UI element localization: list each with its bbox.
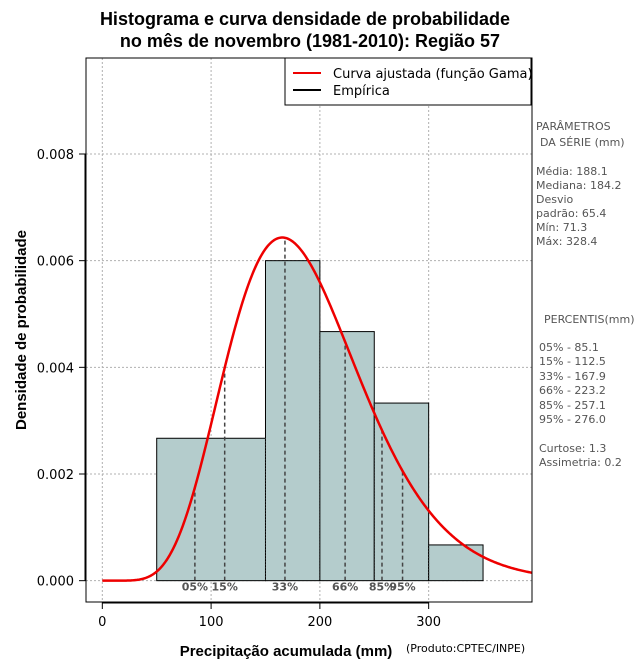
stat-media: Média: 188.1 [536,165,608,178]
y-axis-label: Densidade de probabilidade [13,230,30,430]
stat-mediana: Mediana: 184.2 [536,179,621,192]
percentil-33: 33% - 167.9 [539,370,606,383]
percentil-15: 15% - 112.5 [539,355,606,368]
stat-min: Mín: 71.3 [536,221,587,234]
stat-max: Máx: 328.4 [536,235,597,248]
fitted-curve [102,236,533,582]
histogram-bar [319,331,375,582]
y-tick-label: 0.000 [37,575,74,590]
params-title-line1: PARÂMETROS [536,120,611,133]
legend-box [284,57,532,106]
x-tick-label: 200 [307,615,332,630]
histogram-bar [428,544,484,582]
gamma-curve [102,236,533,582]
stat-desvio-line2: padrão: 65.4 [536,207,606,220]
percentile-labels: 05% 15% 33% 66% 85%95% [182,581,416,594]
percentil-05: 05% - 85.1 [539,341,599,354]
histogram-bar [264,260,321,582]
percentil-95: 95% - 276.0 [539,413,606,426]
x-tick-label: 0 [98,615,106,630]
stat-curtose: Curtose: 1.3 [539,442,606,455]
stat-desvio-line1: Desvio [536,193,574,206]
x-axis: 0 100 200 300 [98,602,441,630]
statistics-panel: PARÂMETROS DA SÉRIE (mm) Média: 188.1 Me… [536,120,635,469]
legend: Curva ajustada (função Gama) Empírica [284,57,533,106]
percentis-title: PERCENTIS(mm) [544,313,635,326]
histogram-bars [156,260,484,582]
credit-text: (Produto:CPTEC/INPE) [406,642,525,655]
chart-title-line1: Histograma e curva densidade de probabil… [100,9,510,29]
x-axis-label: Precipitação acumulada (mm) [180,643,393,660]
percentile-lines [194,237,404,581]
percentile-label: 95% [389,581,415,594]
histogram-bar [156,437,266,582]
chart-title-line2: no mês de novembro (1981-2010): Região 5… [120,31,500,51]
y-tick-label: 0.004 [37,361,74,376]
x-tick-label: 100 [199,615,224,630]
x-tick-label: 300 [416,615,441,630]
percentile-label: 15% [212,581,238,594]
percentile-label: 85% [369,581,395,594]
y-axis: 0.000 0.002 0.004 0.006 0.008 [37,148,86,590]
params-title-line2: DA SÉRIE (mm) [540,136,625,149]
percentil-85: 85% - 257.1 [539,399,606,412]
stat-assimetria: Assimetria: 0.2 [539,456,622,469]
y-tick-label: 0.002 [37,468,74,483]
y-tick-label: 0.006 [37,255,74,270]
percentile-label: 05% [182,581,208,594]
y-tick-label: 0.008 [37,148,74,163]
legend-curve-label: Curva ajustada (função Gama) [333,67,533,82]
percentil-66: 66% - 223.2 [539,384,606,397]
percentile-label: 66% [332,581,358,594]
legend-empirical-label: Empírica [333,84,390,99]
percentile-label: 33% [272,581,298,594]
